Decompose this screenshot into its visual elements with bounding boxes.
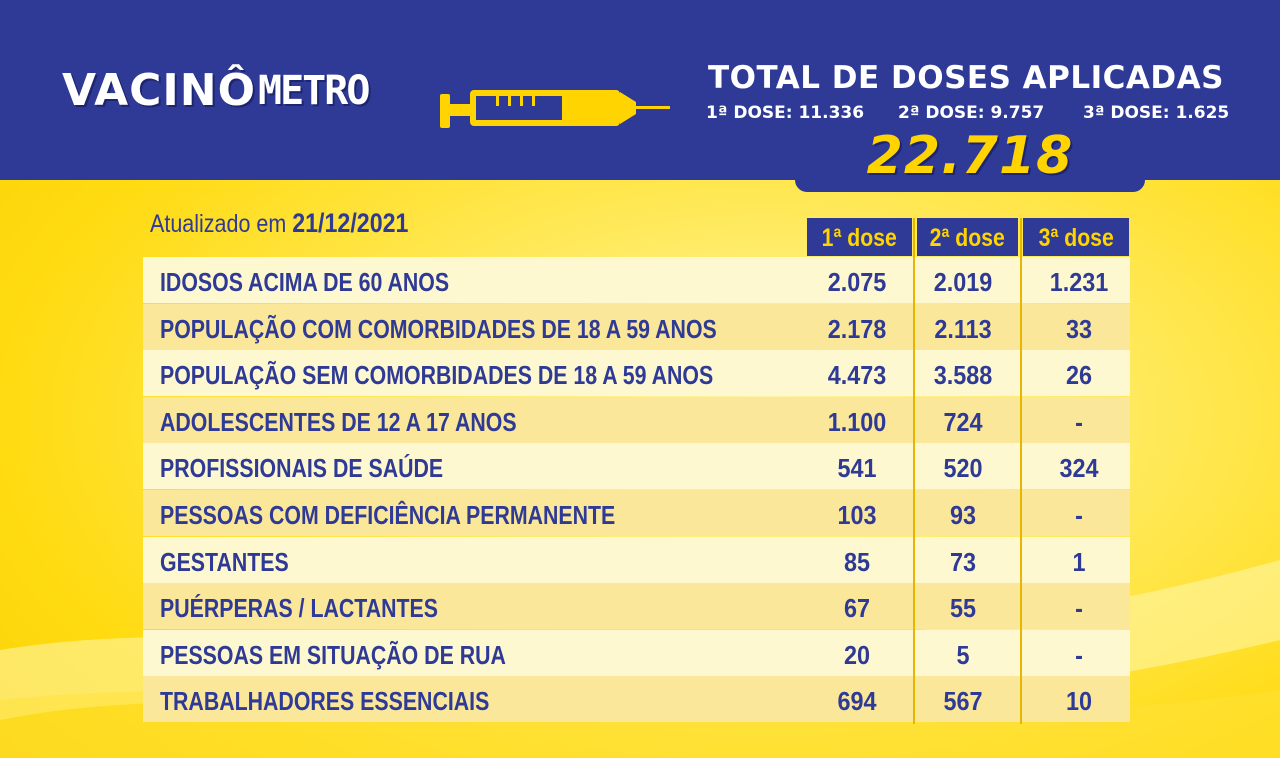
total-doses-title: TOTAL DE DOSES APLICADAS: [708, 60, 1224, 96]
dose2-value: 567: [943, 686, 983, 717]
dose3-value: 26: [1065, 360, 1093, 391]
dose3-summary: 3ª DOSE: 1.625: [1083, 103, 1230, 123]
column-header-dose3: 3ª dose: [1023, 218, 1129, 256]
total-tab: [795, 120, 1145, 192]
row-label: PROFISSIONAIS DE SAÚDE: [160, 453, 444, 484]
dose3-value: 33: [1065, 313, 1093, 344]
dose1-value: 67: [843, 593, 871, 624]
dose2-summary: 2ª DOSE: 9.757: [898, 103, 1045, 123]
table-row: TRABALHADORES ESSENCIAIS 694 567 10: [143, 676, 1130, 723]
row-label: TRABALHADORES ESSENCIAIS: [160, 686, 490, 717]
row-label: PUÉRPERAS / LACTANTES: [160, 593, 438, 624]
dose1-summary: 1ª DOSE: 11.336: [706, 103, 865, 123]
row-label: POPULAÇÃO COM COMORBIDADES DE 18 A 59 AN…: [160, 313, 717, 344]
dose1-value: 1.100: [827, 406, 887, 437]
dose2-value: 3.588: [933, 360, 993, 391]
dose1-value: 85: [843, 546, 871, 577]
table-row: GESTANTES 85 73 1: [143, 536, 1130, 583]
dose1-value: 4.473: [827, 360, 887, 391]
dose2-value: 93: [949, 500, 977, 530]
vacinometro-logo: VACINÔ METRO: [62, 56, 370, 116]
vaccination-table: IDOSOS ACIMA DE 60 ANOS 2.075 2.019 1.231 PO…: [143, 257, 1130, 723]
dose3-value: 10: [1065, 686, 1093, 717]
dose1-value: 20: [843, 639, 871, 670]
logo-text-part1: VACINÔ: [62, 65, 257, 116]
dose3-value: -: [1075, 639, 1083, 670]
row-label: PESSOAS COM DEFICIÊNCIA PERMANENTE: [160, 500, 616, 530]
table-row: PROFISSIONAIS DE SAÚDE 541 520 324: [143, 443, 1130, 490]
row-label: GESTANTES: [160, 546, 289, 577]
total-doses-value: 22.718: [866, 126, 1074, 186]
row-label: IDOSOS ACIMA DE 60 ANOS: [160, 267, 450, 297]
column-header-dose1: 1ª dose: [807, 218, 912, 256]
table-row: ADOLESCENTES DE 12 A 17 ANOS 1.100 724 -: [143, 396, 1130, 443]
dose2-value: 55: [949, 593, 977, 624]
dose2-value: 5: [956, 639, 970, 670]
updated-date-value: 21/12/2021: [292, 208, 409, 238]
dose3-value: -: [1075, 500, 1083, 530]
row-label: POPULAÇÃO SEM COMORBIDADES DE 18 A 59 AN…: [160, 360, 714, 391]
dose3-value: -: [1075, 593, 1083, 624]
table-row: PESSOAS COM DEFICIÊNCIA PERMANENTE 103 93 -: [143, 490, 1130, 536]
dose1-value: 541: [837, 453, 877, 484]
dose3-value: 324: [1059, 453, 1099, 484]
row-label: ADOLESCENTES DE 12 A 17 ANOS: [160, 406, 517, 437]
dose2-value: 73: [949, 546, 977, 577]
table-row: IDOSOS ACIMA DE 60 ANOS 2.075 2.019 1.231: [143, 257, 1130, 303]
dose1-value: 2.178: [827, 313, 887, 344]
dose1-value: 2.075: [827, 267, 887, 297]
logo-text-part2: METRO: [258, 68, 370, 114]
dose2-value: 2.019: [933, 267, 993, 297]
dose3-value: 1.231: [1049, 267, 1109, 297]
column-divider: [913, 218, 915, 724]
table-row: POPULAÇÃO SEM COMORBIDADES DE 18 A 59 AN…: [143, 350, 1130, 397]
dose1-value: 694: [837, 686, 877, 717]
table-row: PESSOAS EM SITUAÇÃO DE RUA 20 5 -: [143, 629, 1130, 676]
syringe-icon: [440, 90, 670, 128]
table-row: PUÉRPERAS / LACTANTES 67 55 -: [143, 583, 1130, 630]
dose2-value: 2.113: [934, 313, 992, 344]
dose3-value: 1: [1072, 546, 1086, 577]
updated-prefix: Atualizado em: [150, 210, 293, 238]
dose3-value: -: [1075, 406, 1083, 437]
table-row: POPULAÇÃO COM COMORBIDADES DE 18 A 59 AN…: [143, 303, 1130, 350]
column-divider: [1020, 218, 1022, 724]
dose2-value: 724: [943, 406, 983, 437]
dose2-value: 520: [943, 453, 983, 484]
dose1-value: 103: [837, 500, 877, 530]
updated-date: Atualizado em 21/12/2021: [150, 208, 408, 239]
column-header-dose2: 2ª dose: [917, 218, 1018, 256]
row-label: PESSOAS EM SITUAÇÃO DE RUA: [160, 639, 506, 670]
